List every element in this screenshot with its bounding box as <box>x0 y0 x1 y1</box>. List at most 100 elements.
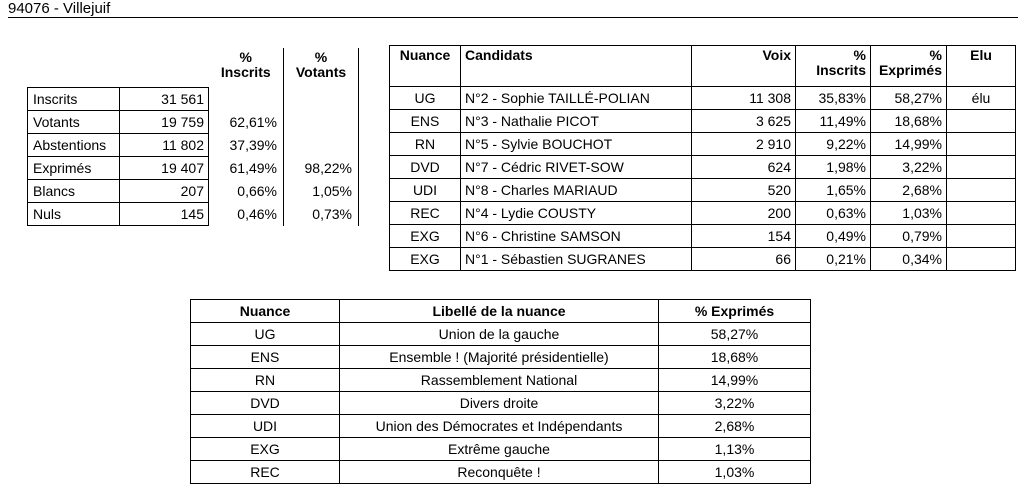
candidate-pct-inscrits: 0,21% <box>795 247 871 271</box>
header-inscrits-label: Inscrits <box>816 62 866 78</box>
candidate-row: DVD N°7 - Cédric RIVET-SOW 624 1,98% 3,22% <box>389 155 1016 179</box>
turnout-pct-votants <box>283 110 359 134</box>
nuance-libelle: Union des Démocrates et Indépendants <box>339 414 659 438</box>
turnout-label: Exprimés <box>27 156 120 180</box>
turnout-label: Nuls <box>27 202 120 226</box>
candidate-voix: 154 <box>691 224 796 248</box>
nuances-table: Nuance Libellé de la nuance % Exprimés U… <box>190 299 811 484</box>
header-libelle: Libellé de la nuance <box>339 299 659 323</box>
candidate-voix: 624 <box>691 155 796 179</box>
nuance-code: UDI <box>190 414 340 438</box>
nuance-code: EXG <box>190 437 340 461</box>
candidate-elu <box>946 155 1016 179</box>
turnout-value: 19 759 <box>119 110 209 134</box>
turnout-row: Blancs 207 0,66% 1,05% <box>27 179 359 203</box>
candidate-name: N°3 - Nathalie PICOT <box>460 109 692 133</box>
turnout-header-pct-inscrits: % Inscrits <box>208 48 284 88</box>
turnout-pct-votants: 1,05% <box>283 179 359 203</box>
turnout-value: 145 <box>119 202 209 226</box>
candidate-pct-exprimes: 18,68% <box>870 109 947 133</box>
candidate-nuance: REC <box>389 201 461 225</box>
candidate-pct-inscrits: 1,65% <box>795 178 871 202</box>
header-pct-symbol: % <box>239 49 252 65</box>
candidates-header-row: Nuance Candidats Voix % Inscrits % Expri… <box>389 45 1016 87</box>
candidate-name: N°2 - Sophie TAILLÉ-POLIAN <box>460 86 692 110</box>
nuance-exprimes: 58,27% <box>658 322 811 346</box>
candidate-pct-inscrits: 9,22% <box>795 132 871 156</box>
header-pct-symbol: % <box>853 47 866 63</box>
turnout-header-blank <box>28 48 209 88</box>
nuance-libelle: Reconquête ! <box>339 460 659 484</box>
candidate-pct-exprimes: 14,99% <box>870 132 947 156</box>
turnout-pct-votants: 0,73% <box>283 202 359 226</box>
candidate-voix: 11 308 <box>691 86 796 110</box>
nuance-row: UG Union de la gauche 58,27% <box>190 322 811 346</box>
candidate-voix: 2 910 <box>691 132 796 156</box>
nuance-libelle: Rassemblement National <box>339 368 659 392</box>
turnout-pct-inscrits: 62,61% <box>208 110 284 134</box>
header-nuance: Nuance <box>389 45 461 87</box>
header-votants-label: Votants <box>295 64 347 80</box>
candidate-name: N°6 - Christine SAMSON <box>460 224 692 248</box>
turnout-pct-inscrits: 61,49% <box>208 156 284 180</box>
turnout-row: Votants 19 759 62,61% <box>27 110 359 134</box>
candidate-row: UDI N°8 - Charles MARIAUD 520 1,65% 2,68% <box>389 178 1016 202</box>
nuance-row: DVD Divers droite 3,22% <box>190 391 811 415</box>
nuance-exprimes: 3,22% <box>658 391 811 415</box>
candidate-elu <box>946 247 1016 271</box>
candidate-pct-exprimes: 58,27% <box>870 86 947 110</box>
turnout-pct-votants <box>283 133 359 157</box>
candidate-elu <box>946 224 1016 248</box>
nuance-row: UDI Union des Démocrates et Indépendants 2… <box>190 414 811 438</box>
candidate-row: REC N°4 - Lydie COUSTY 200 0,63% 1,03% <box>389 201 1016 225</box>
nuance-exprimes: 1,03% <box>658 460 811 484</box>
candidate-name: N°4 - Lydie COUSTY <box>460 201 692 225</box>
nuance-code: RN <box>190 368 340 392</box>
turnout-value: 207 <box>119 179 209 203</box>
header-voix: Voix <box>691 45 796 87</box>
turnout-pct-inscrits <box>208 87 284 111</box>
header-pct-symbol: % <box>314 49 328 65</box>
candidate-pct-inscrits: 1,98% <box>795 155 871 179</box>
turnout-value: 31 561 <box>119 87 209 111</box>
candidate-pct-exprimes: 0,34% <box>870 247 947 271</box>
candidate-nuance: ENS <box>389 109 461 133</box>
candidate-pct-exprimes: 0,79% <box>870 224 947 248</box>
turnout-label: Blancs <box>27 179 120 203</box>
header-pct-exprimes: % Exprimés <box>870 45 947 87</box>
nuance-libelle: Extrême gauche <box>339 437 659 461</box>
nuance-exprimes: 2,68% <box>658 414 811 438</box>
candidate-row: UG N°2 - Sophie TAILLÉ-POLIAN 11 308 35,83%… <box>389 86 1016 110</box>
candidate-pct-exprimes: 3,22% <box>870 155 947 179</box>
turnout-value: 19 407 <box>119 156 209 180</box>
candidate-name: N°8 - Charles MARIAUD <box>460 178 692 202</box>
header-nuance: Nuance <box>190 299 340 323</box>
candidate-name: N°7 - Cédric RIVET-SOW <box>460 155 692 179</box>
turnout-pct-inscrits: 37,39% <box>208 133 284 157</box>
candidate-voix: 3 625 <box>691 109 796 133</box>
candidate-nuance: EXG <box>389 224 461 248</box>
candidate-elu: élu <box>946 86 1016 110</box>
turnout-value: 11 802 <box>119 133 209 157</box>
nuance-code: REC <box>190 460 340 484</box>
candidate-elu <box>946 132 1016 156</box>
candidate-pct-exprimes: 1,03% <box>870 201 947 225</box>
turnout-header-row: % Inscrits % Votants <box>28 48 359 88</box>
nuance-row: RN Rassemblement National 14,99% <box>190 368 811 392</box>
turnout-pct-inscrits: 0,46% <box>208 202 284 226</box>
candidate-nuance: UG <box>389 86 461 110</box>
candidate-voix: 520 <box>691 178 796 202</box>
nuance-code: ENS <box>190 345 340 369</box>
nuance-exprimes: 1,13% <box>658 437 811 461</box>
turnout-label: Votants <box>27 110 120 134</box>
nuance-code: DVD <box>190 391 340 415</box>
nuance-row: REC Reconquête ! 1,03% <box>190 460 811 484</box>
candidate-pct-inscrits: 11,49% <box>795 109 871 133</box>
nuance-libelle: Ensemble ! (Majorité présidentielle) <box>339 345 659 369</box>
candidate-elu <box>946 178 1016 202</box>
nuance-exprimes: 14,99% <box>658 368 811 392</box>
header-pct-symbol: % <box>929 47 942 63</box>
nuance-row: ENS Ensemble ! (Majorité présidentielle) 1… <box>190 345 811 369</box>
candidate-pct-inscrits: 0,63% <box>795 201 871 225</box>
candidate-name: N°5 - Sylvie BOUCHOT <box>460 132 692 156</box>
